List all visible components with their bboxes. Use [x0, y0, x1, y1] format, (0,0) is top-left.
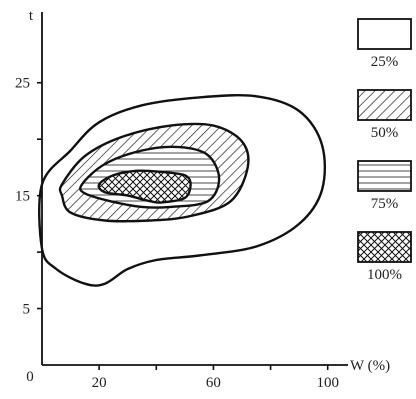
contour-region-100 — [97, 169, 192, 204]
legend-swatch-75 — [357, 160, 412, 192]
legend-label-50: 50% — [371, 125, 399, 141]
legend-swatch-100 — [357, 231, 412, 263]
origin-label: 0 — [26, 369, 34, 385]
x-tick-label: 100 — [316, 375, 339, 391]
legend-label-75: 75% — [371, 196, 399, 212]
y-tick-label: 5 — [23, 302, 31, 318]
legend-swatch-25 — [357, 18, 412, 50]
x-tick-label: 60 — [206, 375, 221, 391]
legend: 25% 50% 75% 100% — [357, 18, 412, 283]
x-axis-title: W (%) — [350, 358, 390, 374]
legend-label-100: 100% — [367, 267, 402, 283]
y-tick-label: 25 — [15, 76, 30, 92]
contour-regions — [38, 94, 327, 287]
legend-label-25: 25% — [371, 54, 399, 70]
legend-swatch-50 — [357, 89, 412, 121]
axis-ticks: 5 15 25 20 60 100 — [15, 76, 339, 391]
x-tick-label: 20 — [92, 375, 107, 391]
y-axis-title: t — [29, 8, 34, 24]
y-tick-label: 15 — [15, 189, 30, 205]
